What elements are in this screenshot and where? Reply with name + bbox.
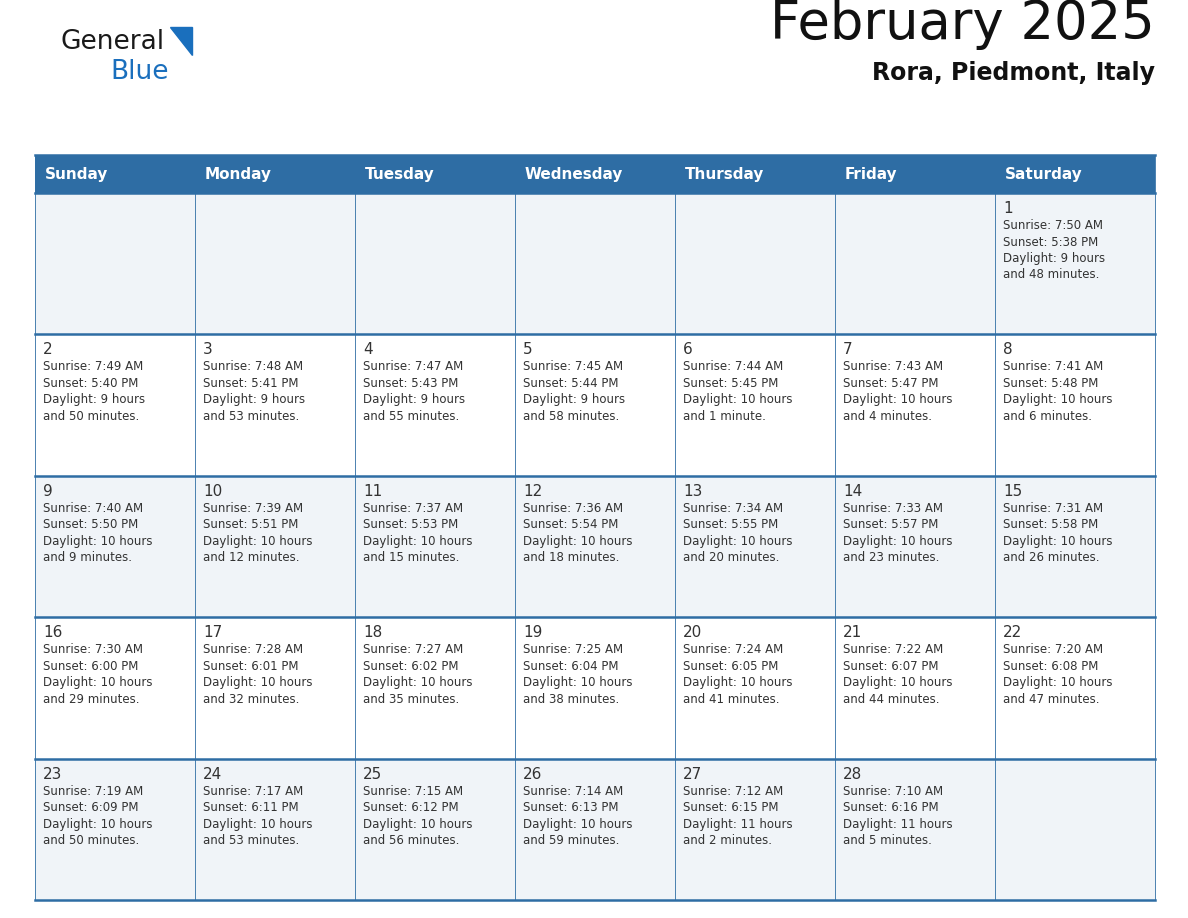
Text: Monday: Monday — [206, 166, 272, 182]
Text: 12: 12 — [523, 484, 542, 498]
Text: 28: 28 — [843, 767, 862, 781]
Text: 3: 3 — [203, 342, 213, 357]
Text: 7: 7 — [843, 342, 853, 357]
Text: Sunrise: 7:30 AM
Sunset: 6:00 PM
Daylight: 10 hours
and 29 minutes.: Sunrise: 7:30 AM Sunset: 6:00 PM Dayligh… — [43, 644, 152, 706]
Polygon shape — [170, 27, 192, 55]
Text: 2: 2 — [43, 342, 52, 357]
Text: February 2025: February 2025 — [770, 0, 1155, 50]
Text: 6: 6 — [683, 342, 693, 357]
Bar — [34, 334, 1155, 476]
Text: Sunrise: 7:27 AM
Sunset: 6:02 PM
Daylight: 10 hours
and 35 minutes.: Sunrise: 7:27 AM Sunset: 6:02 PM Dayligh… — [364, 644, 473, 706]
Text: Sunrise: 7:28 AM
Sunset: 6:01 PM
Daylight: 10 hours
and 32 minutes.: Sunrise: 7:28 AM Sunset: 6:01 PM Dayligh… — [203, 644, 312, 706]
Text: Sunrise: 7:36 AM
Sunset: 5:54 PM
Daylight: 10 hours
and 18 minutes.: Sunrise: 7:36 AM Sunset: 5:54 PM Dayligh… — [523, 502, 632, 565]
Text: 15: 15 — [1003, 484, 1022, 498]
Text: Sunrise: 7:40 AM
Sunset: 5:50 PM
Daylight: 10 hours
and 9 minutes.: Sunrise: 7:40 AM Sunset: 5:50 PM Dayligh… — [43, 502, 152, 565]
Text: Sunrise: 7:19 AM
Sunset: 6:09 PM
Daylight: 10 hours
and 50 minutes.: Sunrise: 7:19 AM Sunset: 6:09 PM Dayligh… — [43, 785, 152, 847]
Text: Blue: Blue — [110, 59, 169, 85]
Text: 22: 22 — [1003, 625, 1022, 640]
Text: 19: 19 — [523, 625, 543, 640]
Text: Sunrise: 7:39 AM
Sunset: 5:51 PM
Daylight: 10 hours
and 12 minutes.: Sunrise: 7:39 AM Sunset: 5:51 PM Dayligh… — [203, 502, 312, 565]
Text: 26: 26 — [523, 767, 543, 781]
Text: Sunrise: 7:43 AM
Sunset: 5:47 PM
Daylight: 10 hours
and 4 minutes.: Sunrise: 7:43 AM Sunset: 5:47 PM Dayligh… — [843, 361, 953, 423]
Text: Tuesday: Tuesday — [365, 166, 435, 182]
Text: Sunrise: 7:49 AM
Sunset: 5:40 PM
Daylight: 9 hours
and 50 minutes.: Sunrise: 7:49 AM Sunset: 5:40 PM Dayligh… — [43, 361, 145, 423]
Text: Sunrise: 7:24 AM
Sunset: 6:05 PM
Daylight: 10 hours
and 41 minutes.: Sunrise: 7:24 AM Sunset: 6:05 PM Dayligh… — [683, 644, 792, 706]
Text: Sunrise: 7:48 AM
Sunset: 5:41 PM
Daylight: 9 hours
and 53 minutes.: Sunrise: 7:48 AM Sunset: 5:41 PM Dayligh… — [203, 361, 305, 423]
Text: Rora, Piedmont, Italy: Rora, Piedmont, Italy — [872, 61, 1155, 85]
Text: Sunrise: 7:10 AM
Sunset: 6:16 PM
Daylight: 11 hours
and 5 minutes.: Sunrise: 7:10 AM Sunset: 6:16 PM Dayligh… — [843, 785, 953, 847]
Text: 4: 4 — [364, 342, 373, 357]
Text: Sunrise: 7:14 AM
Sunset: 6:13 PM
Daylight: 10 hours
and 59 minutes.: Sunrise: 7:14 AM Sunset: 6:13 PM Dayligh… — [523, 785, 632, 847]
Text: 10: 10 — [203, 484, 222, 498]
Text: Sunrise: 7:33 AM
Sunset: 5:57 PM
Daylight: 10 hours
and 23 minutes.: Sunrise: 7:33 AM Sunset: 5:57 PM Dayligh… — [843, 502, 953, 565]
Text: General: General — [61, 29, 164, 55]
Text: Sunrise: 7:45 AM
Sunset: 5:44 PM
Daylight: 9 hours
and 58 minutes.: Sunrise: 7:45 AM Sunset: 5:44 PM Dayligh… — [523, 361, 625, 423]
Text: Sunrise: 7:15 AM
Sunset: 6:12 PM
Daylight: 10 hours
and 56 minutes.: Sunrise: 7:15 AM Sunset: 6:12 PM Dayligh… — [364, 785, 473, 847]
Text: Sunrise: 7:25 AM
Sunset: 6:04 PM
Daylight: 10 hours
and 38 minutes.: Sunrise: 7:25 AM Sunset: 6:04 PM Dayligh… — [523, 644, 632, 706]
Bar — [34, 155, 1155, 193]
Text: Sunrise: 7:44 AM
Sunset: 5:45 PM
Daylight: 10 hours
and 1 minute.: Sunrise: 7:44 AM Sunset: 5:45 PM Dayligh… — [683, 361, 792, 423]
Bar — [34, 476, 1155, 617]
Text: Sunrise: 7:17 AM
Sunset: 6:11 PM
Daylight: 10 hours
and 53 minutes.: Sunrise: 7:17 AM Sunset: 6:11 PM Dayligh… — [203, 785, 312, 847]
Text: Sunday: Sunday — [45, 166, 108, 182]
Text: 18: 18 — [364, 625, 383, 640]
Bar — [34, 758, 1155, 900]
Text: 17: 17 — [203, 625, 222, 640]
Text: Sunrise: 7:47 AM
Sunset: 5:43 PM
Daylight: 9 hours
and 55 minutes.: Sunrise: 7:47 AM Sunset: 5:43 PM Dayligh… — [364, 361, 466, 423]
Text: Sunrise: 7:31 AM
Sunset: 5:58 PM
Daylight: 10 hours
and 26 minutes.: Sunrise: 7:31 AM Sunset: 5:58 PM Dayligh… — [1003, 502, 1112, 565]
Text: 1: 1 — [1003, 201, 1012, 216]
Text: 23: 23 — [43, 767, 63, 781]
Text: 14: 14 — [843, 484, 862, 498]
Text: Sunrise: 7:12 AM
Sunset: 6:15 PM
Daylight: 11 hours
and 2 minutes.: Sunrise: 7:12 AM Sunset: 6:15 PM Dayligh… — [683, 785, 792, 847]
Text: Sunrise: 7:41 AM
Sunset: 5:48 PM
Daylight: 10 hours
and 6 minutes.: Sunrise: 7:41 AM Sunset: 5:48 PM Dayligh… — [1003, 361, 1112, 423]
Text: Sunrise: 7:37 AM
Sunset: 5:53 PM
Daylight: 10 hours
and 15 minutes.: Sunrise: 7:37 AM Sunset: 5:53 PM Dayligh… — [364, 502, 473, 565]
Text: Sunrise: 7:34 AM
Sunset: 5:55 PM
Daylight: 10 hours
and 20 minutes.: Sunrise: 7:34 AM Sunset: 5:55 PM Dayligh… — [683, 502, 792, 565]
Text: 5: 5 — [523, 342, 532, 357]
Text: Thursday: Thursday — [685, 166, 764, 182]
Text: 27: 27 — [683, 767, 702, 781]
Bar — [34, 617, 1155, 758]
Text: Friday: Friday — [845, 166, 898, 182]
Text: 24: 24 — [203, 767, 222, 781]
Text: Sunrise: 7:20 AM
Sunset: 6:08 PM
Daylight: 10 hours
and 47 minutes.: Sunrise: 7:20 AM Sunset: 6:08 PM Dayligh… — [1003, 644, 1112, 706]
Text: 11: 11 — [364, 484, 383, 498]
Text: 16: 16 — [43, 625, 63, 640]
Text: 20: 20 — [683, 625, 702, 640]
Bar — [34, 193, 1155, 334]
Text: 21: 21 — [843, 625, 862, 640]
Text: Saturday: Saturday — [1005, 166, 1082, 182]
Text: 8: 8 — [1003, 342, 1012, 357]
Text: 9: 9 — [43, 484, 52, 498]
Text: Sunrise: 7:50 AM
Sunset: 5:38 PM
Daylight: 9 hours
and 48 minutes.: Sunrise: 7:50 AM Sunset: 5:38 PM Dayligh… — [1003, 219, 1105, 282]
Text: Wednesday: Wednesday — [525, 166, 624, 182]
Text: 13: 13 — [683, 484, 702, 498]
Text: Sunrise: 7:22 AM
Sunset: 6:07 PM
Daylight: 10 hours
and 44 minutes.: Sunrise: 7:22 AM Sunset: 6:07 PM Dayligh… — [843, 644, 953, 706]
Text: 25: 25 — [364, 767, 383, 781]
